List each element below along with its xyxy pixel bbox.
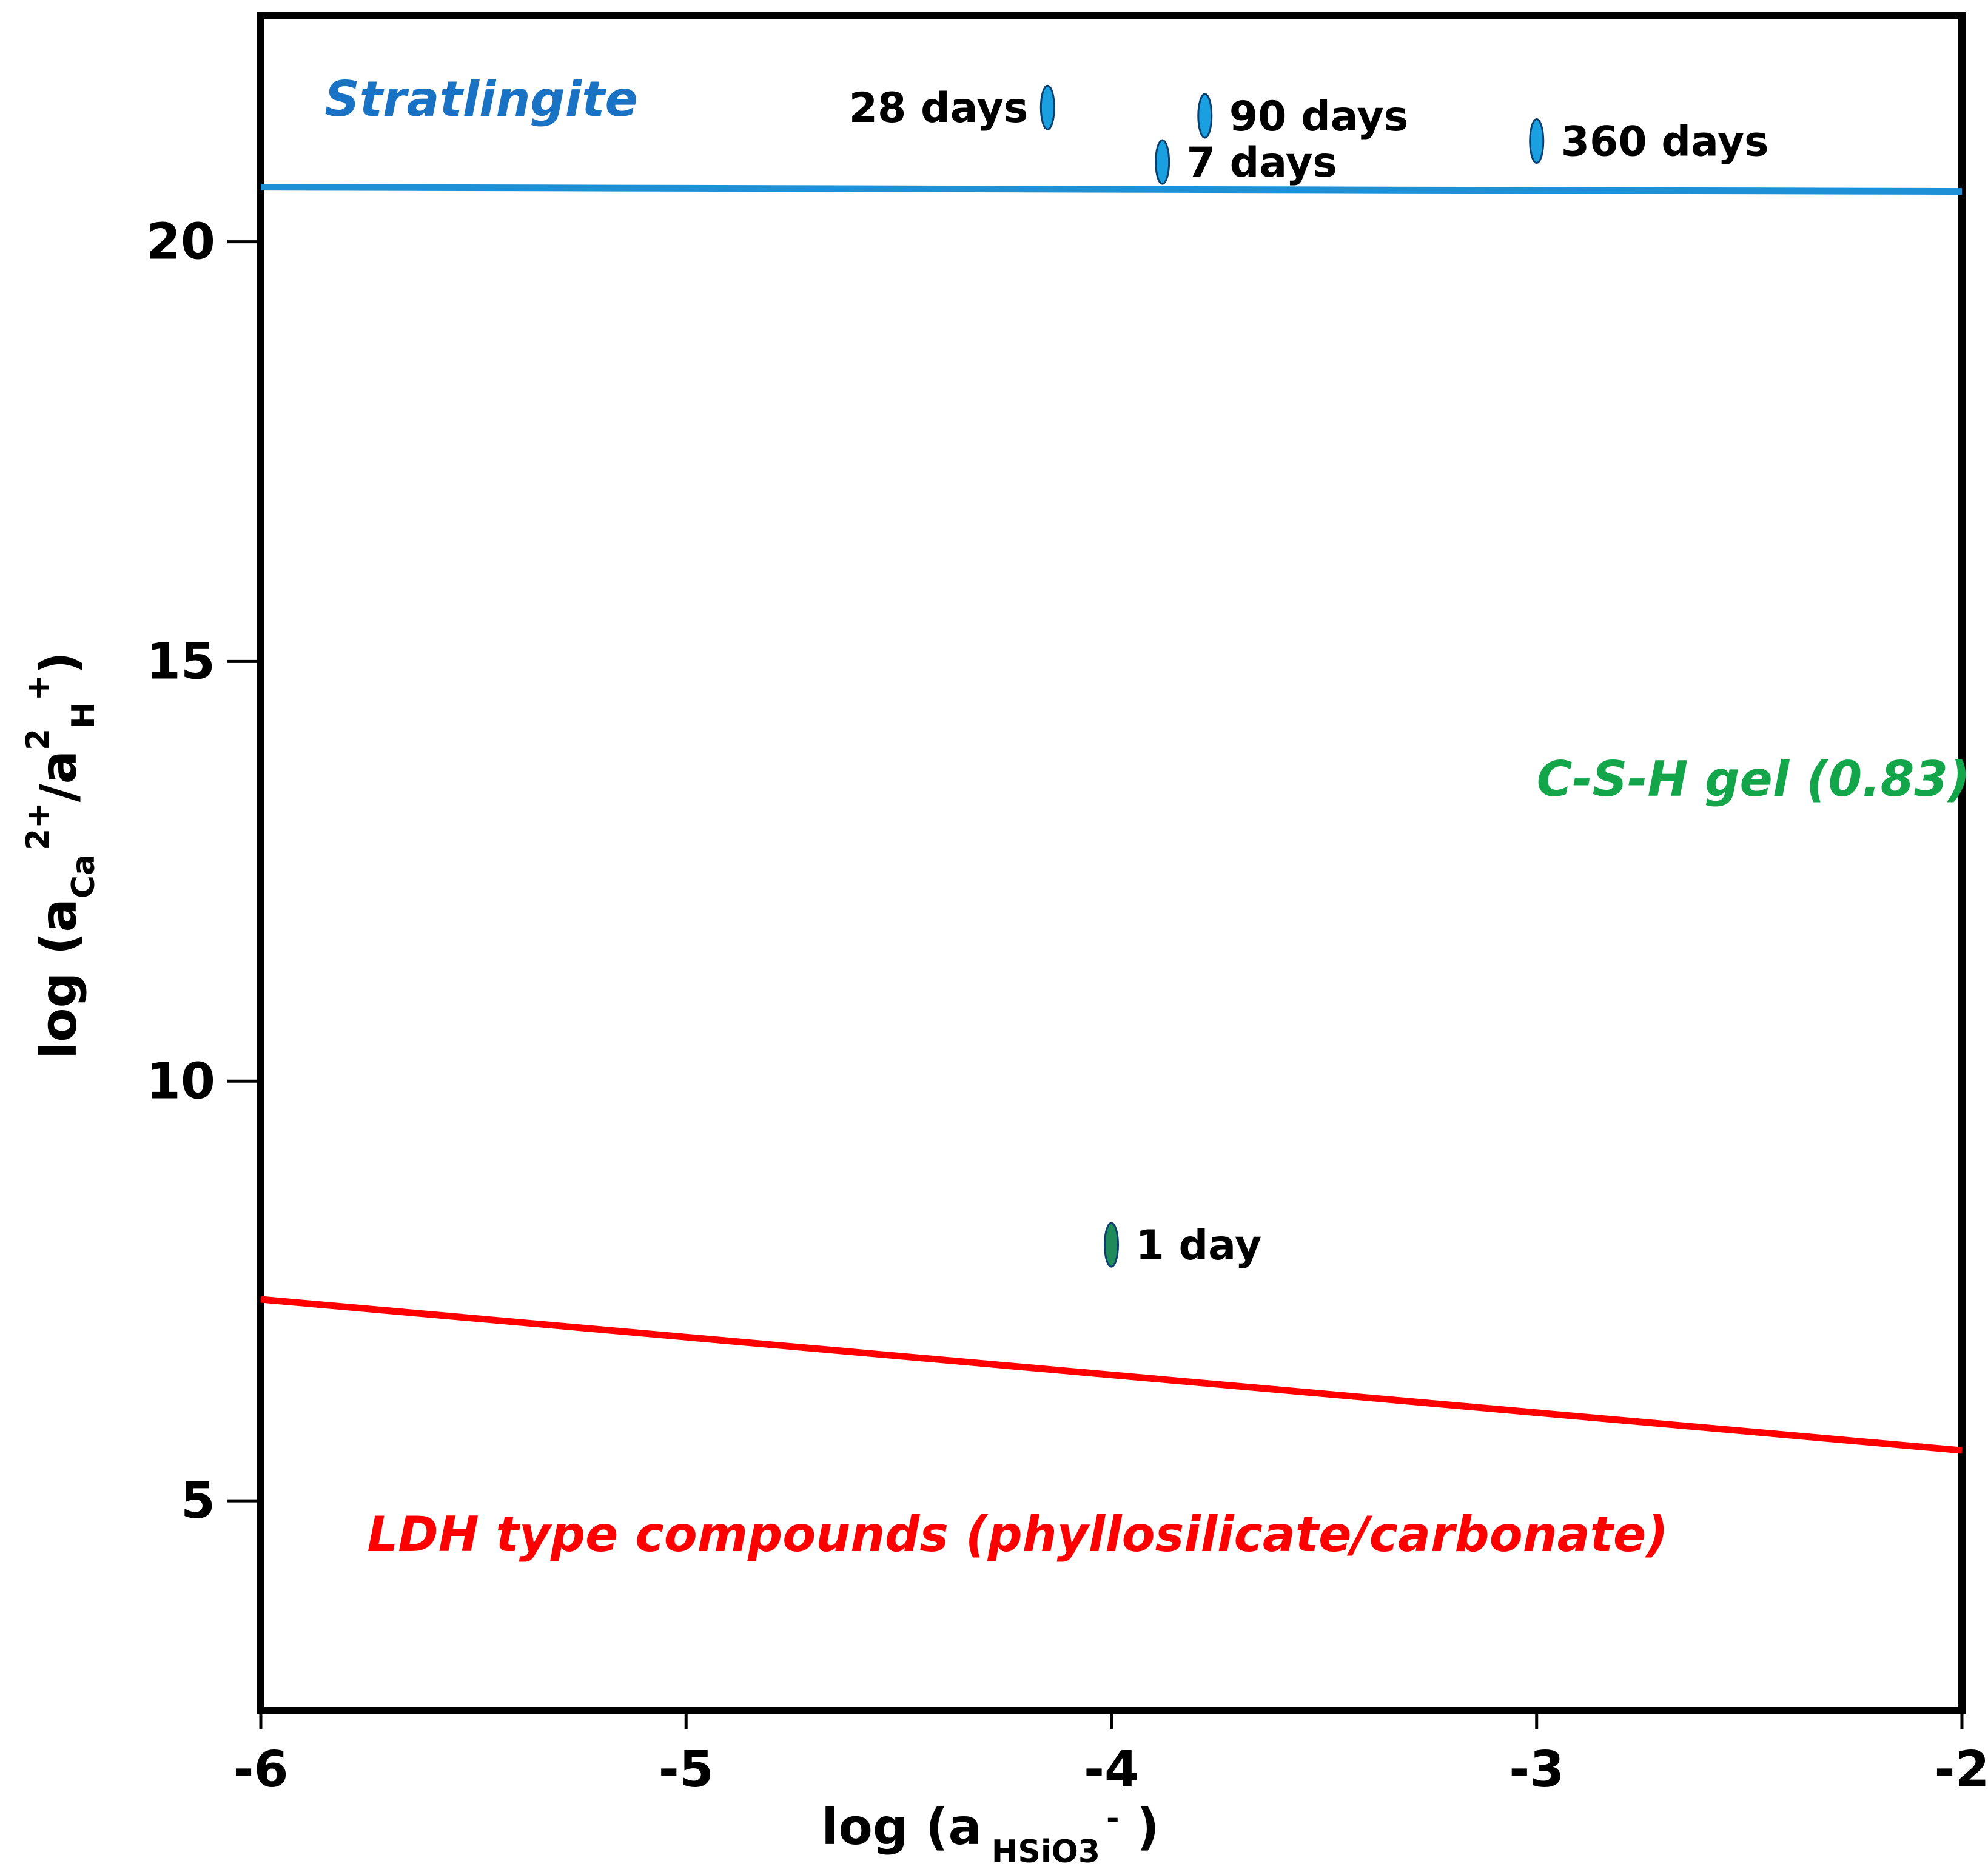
data-point-label: 28 days <box>849 84 1029 132</box>
ldh-label: LDH type compounds (phyllosilicate/carbo… <box>367 1506 1668 1563</box>
x-tick-label: -2 <box>1934 1741 1988 1799</box>
data-point <box>1155 139 1170 185</box>
regions-layer: Stratlingite C-S-H gel (0.83) LDH type com… <box>324 71 1970 1563</box>
x-tick-label: -6 <box>233 1741 288 1799</box>
y-tick-label: 20 <box>146 214 215 271</box>
ldh-boundary <box>260 1296 1963 1454</box>
ticks-layer: -6 -5 -4 -3 -2 5 10 15 20 <box>146 214 1988 1799</box>
points-layer: 1 day 7 days 28 days 90 days 360 days <box>849 84 1769 1270</box>
plot-frame <box>257 12 1966 1714</box>
x-tick-label: -4 <box>1084 1741 1139 1799</box>
stratlingite-boundary <box>260 184 1963 195</box>
data-point-label: 7 days <box>1187 139 1337 187</box>
data-point <box>1104 1222 1119 1268</box>
x-tick-label: -5 <box>659 1741 714 1799</box>
x-axis-title: log (a HSiO3- ) <box>821 1799 1159 1870</box>
y-axis-title: log (aCa2+/a2H+) <box>20 651 102 1059</box>
y-tick-label: 15 <box>146 633 215 690</box>
boundaries-layer <box>260 184 1963 1454</box>
data-point <box>1197 93 1213 139</box>
data-point-label: 90 days <box>1229 93 1409 141</box>
data-point <box>1529 118 1545 164</box>
csh-gel-label: C-S-H gel (0.83) <box>1537 751 1970 807</box>
x-tick-label: -3 <box>1509 1741 1564 1799</box>
stratlingite-label: Stratlingite <box>324 71 638 127</box>
y-tick-label: 5 <box>181 1472 215 1530</box>
data-point <box>1039 84 1055 130</box>
y-tick-label: 10 <box>146 1052 215 1110</box>
data-point-label: 1 day <box>1136 1222 1262 1270</box>
data-point-label: 360 days <box>1561 118 1769 166</box>
